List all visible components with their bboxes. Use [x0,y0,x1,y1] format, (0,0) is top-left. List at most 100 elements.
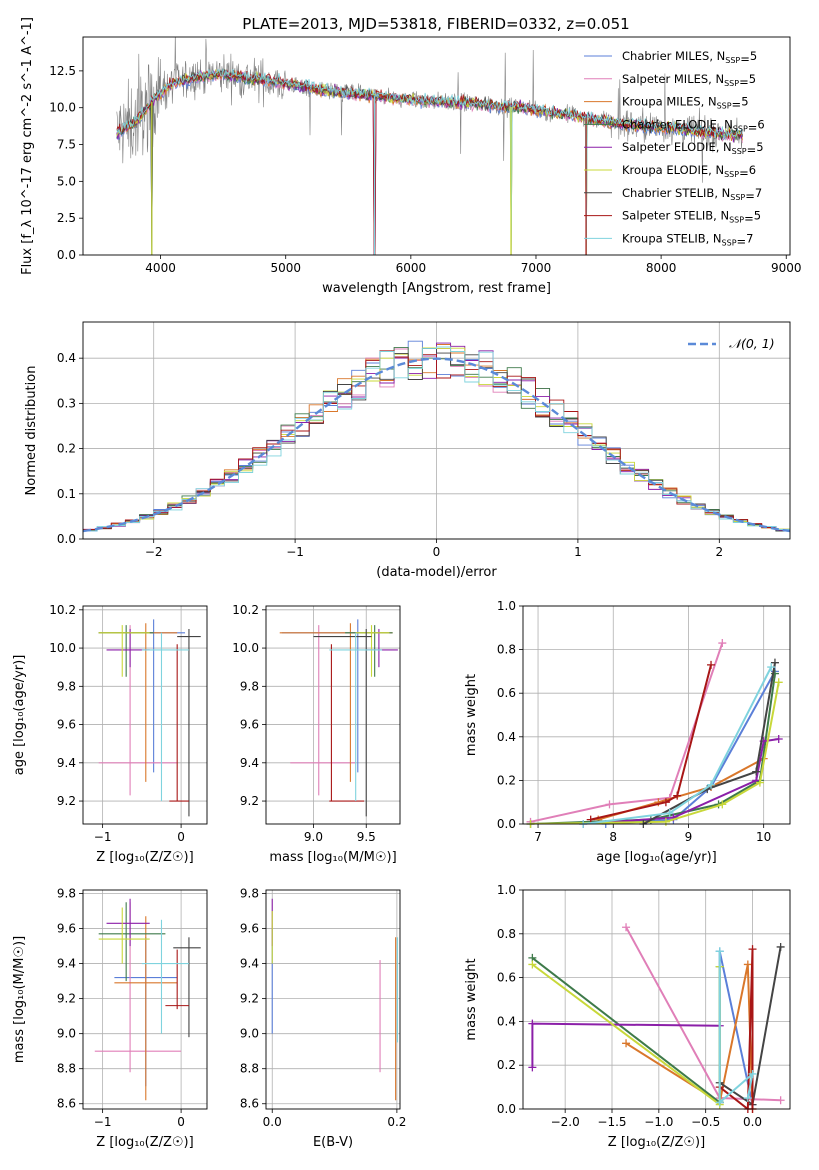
x-tick-label: 1 [574,545,582,559]
legend-series-name: Kroupa ELODIE [622,163,708,177]
normal-curve [83,357,790,533]
legend-equals: = [748,120,758,134]
x-tick-label: 8 [609,830,617,844]
y-tick-label: 9.0 [240,1027,259,1041]
legend-nssp: , N [708,163,724,177]
y-tick-label: 9.4 [240,756,259,770]
y-tick-label: 9.8 [57,887,76,901]
mass-weight-line [718,951,755,1105]
legend-nssp: , N [717,117,733,131]
x-tick-label: 9 [685,830,693,844]
legend-nssp-sub: SSP [732,147,747,156]
mass-weight-marker [661,817,670,826]
legend-nssp-value: 6 [749,163,756,177]
legend-series-name: Chabrier ELODIE [622,117,717,131]
legend-nssp-value: 5 [750,49,757,63]
mass-weight-marker [673,791,682,800]
y-tick-label: 9.4 [57,756,76,770]
x-axis-label: Z [log₁₀(Z/Z☉)] [96,1135,193,1150]
legend-nssp-value: 5 [741,95,748,109]
mass-weight-marker [528,960,537,969]
y-tick-label: 9.2 [57,794,76,808]
mass-weight-marker [770,658,779,667]
y-tick-label: 9.2 [240,794,259,808]
spectrum-model-line [116,68,743,255]
y-tick-label: 8.6 [57,1097,76,1111]
legend-series-name: Chabrier STELIB [622,186,714,200]
legend-label: Salpeter ELODIE, NSSP=5 [622,140,764,157]
legend-equals: = [737,234,747,248]
y-tick-label: 9.2 [240,992,259,1006]
legend-nssp-sub: SSP [725,56,740,65]
mass-weight-marker [665,809,674,818]
legend-equals: = [739,166,749,180]
x-tick-label: −1 [286,545,304,559]
legend-label: Salpeter MILES, NSSP=5 [622,72,756,89]
legend-nssp-value: 5 [756,140,763,154]
y-tick-label: 0.2 [57,442,76,456]
legend-series-name: Salpeter MILES [622,72,708,86]
axes-spectrum: 4000 5000 6000 7000 8000 9000 0.0 2.5 5.0 7.5 10.0… [20,17,802,296]
y-tick-label: 10.0 [49,641,76,655]
y-tick-label: 9.6 [57,718,76,732]
legend-nssp: , N [714,186,730,200]
axes-frame [265,889,401,1110]
y-tick-label: 9.2 [57,992,76,1006]
y-tick-label: 0.6 [497,971,516,985]
x-tick-label: 7000 [521,261,552,275]
y-tick-label: 9.8 [240,679,259,693]
legend-nssp: , N [708,72,724,86]
y-tick-label: 10.0 [49,101,76,115]
mass-weight-marker [718,800,727,809]
axes-frame [82,605,208,825]
legend-series-name: Salpeter STELIB [622,209,713,223]
y-tick-label: 10.2 [49,603,76,617]
x-axis-label: age [log₁₀(age/yr)] [596,850,717,865]
legend-nssp-sub: SSP [717,102,732,111]
legend-series-name: Kroupa STELIB [622,231,706,245]
mass-weight-marker [743,960,752,969]
y-tick-label: 0.3 [57,396,76,410]
mass-weight-marker [715,1098,724,1107]
mass-weight-line [530,673,776,824]
x-axis-label: mass [log₁₀(M/M☉)] [269,850,396,865]
x-tick-label: 9.0 [304,830,323,844]
x-tick-label: 4000 [145,261,176,275]
x-tick-label: 0.0 [743,1115,762,1129]
legend-label: Chabrier MILES, NSSP=5 [622,49,757,66]
legend-nssp-sub: SSP [729,216,744,225]
y-tick-label: 9.8 [57,679,76,693]
legend-nssp-value: 7 [755,186,762,200]
y-tick-label: 0.4 [57,351,76,365]
x-tick-label: 0.0 [263,1115,282,1129]
mass-weight-marker [755,778,764,787]
mass-weight-marker [707,660,716,669]
mass-weight-line [642,662,776,824]
mass-weight-marker [748,1069,757,1078]
legend-series-name: Chabrier MILES [622,49,709,63]
mass-weight-marker [715,947,724,956]
x-tick-label: 9.5 [357,830,376,844]
y-tick-label: 0.8 [497,927,516,941]
mass-weight-marker [718,639,727,648]
axes-frame [522,889,791,1110]
x-tick-label: 0 [177,830,185,844]
y-tick-label: 0.0 [497,817,516,831]
x-axis-label: Z [log₁₀(Z/Z☉)] [96,850,193,865]
x-tick-label: 10 [756,830,771,844]
legend-nssp-value: 6 [757,117,764,131]
mass-weight-marker [528,1063,537,1072]
legend-label: Kroupa MILES, NSSP=5 [622,95,749,112]
mass-weight-marker [767,663,776,672]
axes-mass_vs_Z: −1 0 8.6 8.8 9.0 9.2 9.4 9.6 9.8 Z [log₁₀(Z/Z☉)] m… [12,887,208,1150]
y-tick-label: 0.0 [497,1102,516,1116]
legend-nssp-sub: SSP [722,238,737,247]
y-tick-label: 0.4 [497,1014,516,1028]
legend-nssp: , N [709,49,725,63]
x-tick-label: −2 [145,545,163,559]
legend-equals: = [740,52,750,66]
x-tick-label: 0 [433,545,441,559]
mass-weight-marker [752,767,761,776]
legend-nssp: , N [713,209,729,223]
y-axis-label: mass weight [464,674,479,756]
